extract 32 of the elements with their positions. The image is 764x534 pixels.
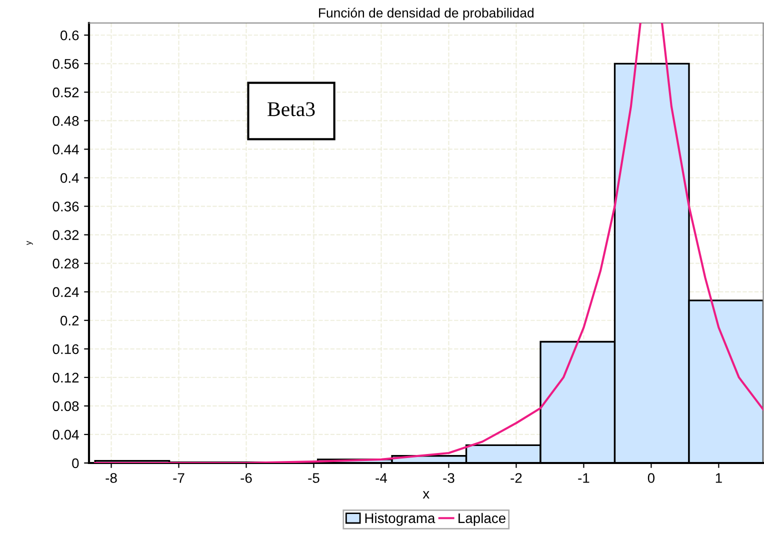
legend-label: Laplace [458,512,506,526]
x-tick-label: -3 [443,473,454,483]
y-tick-label: 0.24 [52,287,79,298]
y-tick-label: 0.4 [60,173,79,183]
y-tick-label: 0.2 [60,316,79,326]
y-axis-title: y [26,240,33,246]
y-tick-label: 0.32 [52,230,79,240]
x-tick-label: -8 [106,473,117,483]
y-tick-label: 0.16 [52,344,79,354]
x-tick-label: -4 [376,473,388,483]
y-tick-label: 0 [72,458,79,468]
y-tick-label: 0.36 [52,202,79,212]
legend-label: Histograma [365,512,436,526]
x-tick-label: 1 [716,473,722,483]
x-axis-title: x [422,491,430,499]
y-tick-label: 0.04 [52,430,79,440]
x-tick-label: 0 [648,473,655,483]
y-tick-label: 0.52 [52,88,79,98]
y-tick-label: 0.56 [52,58,79,69]
chart-title: Función de densidad de probabilidad [319,8,534,20]
x-tick-label: -7 [173,473,184,483]
y-tick-label: 0.44 [52,144,79,154]
y-tick-label: 0.48 [52,116,79,126]
x-tick-label: -6 [240,473,252,483]
x-tick-label: -2 [510,473,522,483]
y-tick-label: 0.12 [52,372,79,383]
x-tick-label: -5 [308,473,320,483]
y-tick-label: 0.08 [52,401,79,412]
annotation: Beta3 [268,102,315,116]
y-tick-label: 0.6 [60,30,79,40]
x-tick-label: -1 [578,473,590,483]
y-tick-label: 0.28 [52,258,79,268]
